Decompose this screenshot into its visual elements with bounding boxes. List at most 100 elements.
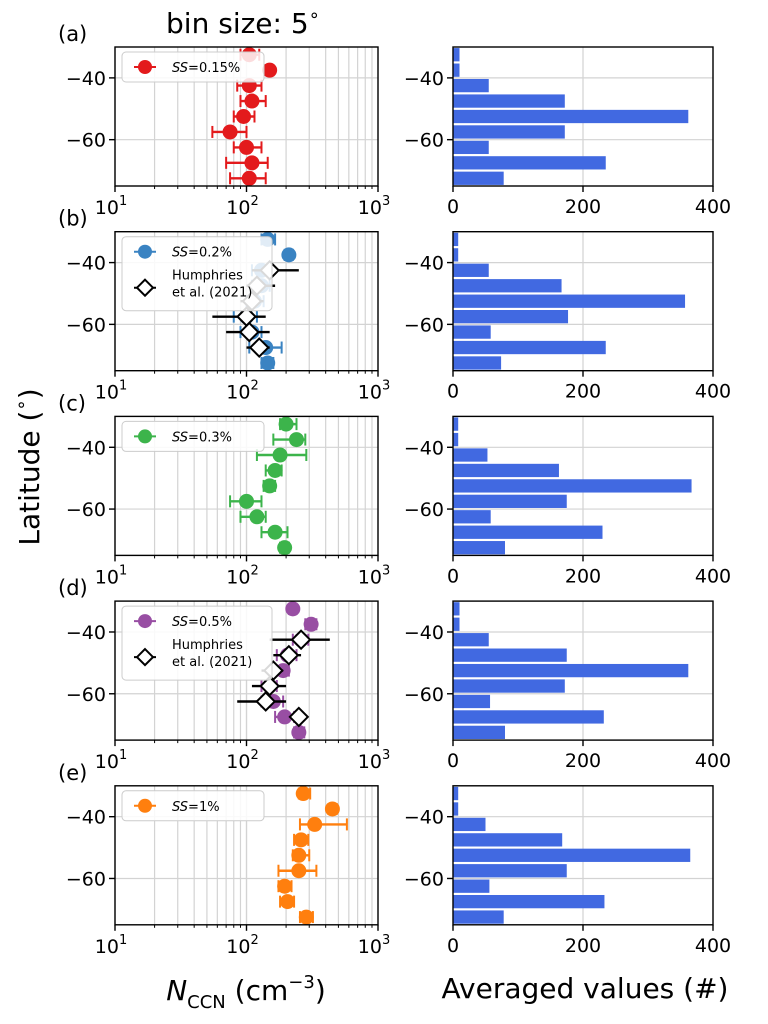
data-point — [272, 447, 288, 463]
x-tick-label: 101 — [95, 933, 127, 958]
legend-box — [121, 236, 273, 312]
x-tick-exponent: 2 — [250, 194, 258, 209]
count-bar — [453, 510, 491, 524]
x-tick-label: 0 — [447, 935, 459, 957]
x-tick-label: 0 — [447, 381, 459, 403]
y-tick-label: −60 — [66, 684, 106, 706]
x-axis-label-left: NCCN (cm−3) — [166, 972, 326, 1013]
count-bar — [453, 279, 562, 293]
legend-label-humphries-line1: Humphries — [172, 269, 243, 284]
count-bar — [453, 541, 505, 555]
data-point — [260, 355, 276, 371]
data-point — [278, 416, 294, 432]
y-tick-label: −40 — [404, 807, 444, 829]
y-tick-label: −40 — [66, 437, 106, 459]
x-tick-label: 0 — [447, 565, 459, 587]
legend-label-variable: SS — [172, 61, 188, 76]
legend-marker — [138, 429, 152, 444]
x-tick-label: 0 — [447, 750, 459, 772]
count-bar — [453, 725, 505, 740]
legend-label-value: =0.3% — [188, 430, 232, 445]
x-tick-base: 10 — [226, 382, 250, 404]
count-bar — [453, 448, 488, 462]
count-bar — [453, 78, 489, 93]
x-tick-exponent: 1 — [119, 563, 127, 578]
x-tick-exponent: 1 — [119, 379, 127, 394]
panel-label: (e) — [58, 761, 87, 785]
data-point — [298, 909, 314, 925]
legend-label-value: =1% — [188, 800, 220, 815]
y-tick-label: −60 — [66, 130, 106, 152]
y-tick-label: −40 — [404, 68, 444, 90]
count-bar — [453, 617, 460, 631]
x-tick-label: 103 — [358, 933, 390, 958]
data-point — [262, 62, 278, 78]
legend-label: SS=1% — [172, 800, 220, 815]
y-tick-label: −40 — [66, 622, 106, 644]
panel-label: (d) — [58, 576, 88, 600]
x-tick-base: 10 — [358, 751, 382, 773]
x-tick-label: 400 — [695, 935, 731, 957]
count-bar — [453, 463, 559, 478]
data-point — [324, 801, 340, 817]
x-tick-exponent: 2 — [250, 748, 258, 763]
legend-marker — [138, 244, 152, 259]
count-bar — [453, 694, 491, 709]
x-tick-exponent: 3 — [382, 563, 390, 578]
humphries-point — [238, 321, 260, 343]
count-bar — [453, 833, 563, 847]
count-bar — [453, 494, 567, 508]
x-tick-label: 102 — [226, 563, 258, 588]
x-tick-base: 10 — [358, 197, 382, 219]
bar-panel: −40 −60 0 200 400 — [404, 600, 731, 772]
count-bar — [453, 48, 460, 62]
legend-box — [121, 605, 273, 681]
x-tick-base: 10 — [358, 936, 382, 958]
x-tick-base: 10 — [226, 566, 250, 588]
data-point — [241, 170, 257, 186]
panel-label: (a) — [58, 22, 87, 46]
count-bar — [453, 356, 502, 370]
x-tick-label: 102 — [226, 748, 258, 773]
humphries-point — [290, 629, 312, 651]
y-axis-label: Latitude (∘) — [11, 388, 46, 545]
count-bar — [453, 802, 459, 816]
count-bar — [453, 679, 565, 693]
figure-title: bin size: 5∘ — [166, 5, 320, 40]
x-tick-base: 10 — [226, 751, 250, 773]
data-point — [285, 601, 301, 617]
x-tick-label: 103 — [358, 748, 390, 773]
count-bar — [453, 525, 603, 539]
x-tick-label: 400 — [695, 565, 731, 587]
x-tick-base: 10 — [95, 751, 119, 773]
humphries-point — [278, 644, 300, 666]
legend-marker-humphries — [135, 647, 155, 667]
count-bar — [453, 140, 489, 155]
x-tick-label: 200 — [565, 196, 601, 218]
y-tick-label: −60 — [404, 314, 444, 336]
y-tick-label: −40 — [66, 807, 106, 829]
humphries-point — [248, 337, 270, 358]
x-tick-label: 200 — [565, 750, 601, 772]
legend-label: SS=0.5% — [172, 615, 232, 630]
legend-label-variable: SS — [172, 800, 188, 815]
y-tick-label: −60 — [404, 130, 444, 152]
count-bar — [453, 663, 689, 678]
count-bar — [453, 232, 459, 247]
y-tick-label: −60 — [66, 314, 106, 336]
x-tick-label: 102 — [226, 194, 258, 219]
data-point — [236, 109, 252, 124]
x-tick-exponent: 2 — [250, 379, 258, 394]
data-point — [293, 832, 309, 848]
legend-label-variable: SS — [172, 430, 188, 445]
y-tick-label: −40 — [66, 68, 106, 90]
count-bar — [453, 633, 489, 647]
data-point — [279, 894, 295, 910]
y-tick-label: −60 — [66, 499, 106, 521]
x-tick-exponent: 3 — [382, 379, 390, 394]
data-point — [281, 247, 297, 263]
